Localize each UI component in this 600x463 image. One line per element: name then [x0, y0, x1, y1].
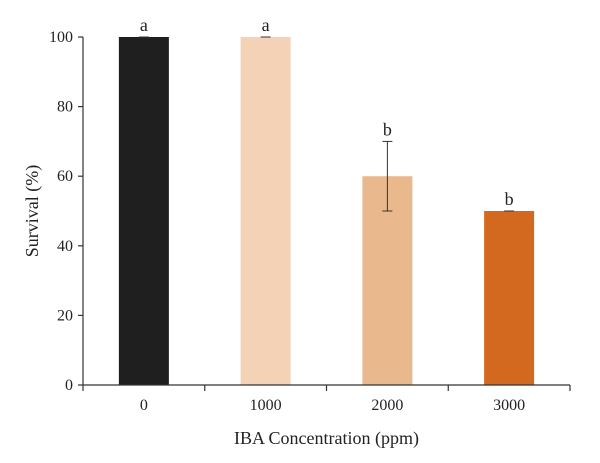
- x-tick-label: 0: [140, 397, 148, 414]
- bar-1000: [240, 37, 291, 385]
- significance-letter: b: [505, 189, 514, 209]
- x-ticks-group: 0 1000 2000 3000: [82, 385, 571, 414]
- significance-letter: a: [262, 15, 270, 35]
- y-tick-label: 100: [49, 29, 73, 46]
- bar-0: [118, 37, 169, 385]
- significance-letters-group: a a b b: [140, 15, 514, 209]
- y-ticks-group: 0 20 40 60 80 100: [49, 29, 83, 394]
- y-tick-label: 60: [57, 168, 73, 185]
- x-axis-title: IBA Concentration (ppm): [234, 428, 419, 449]
- y-axis-title: Survival (%): [22, 165, 43, 257]
- bar-3000: [484, 211, 535, 385]
- error-bar-2000: [382, 140, 393, 212]
- x-tick-label: 2000: [371, 397, 403, 414]
- y-tick-label: 20: [57, 307, 73, 324]
- y-tick-label: 40: [57, 238, 73, 255]
- error-bars-group: [138, 36, 515, 212]
- x-tick-label: 1000: [250, 397, 282, 414]
- bars-group: [118, 37, 535, 385]
- x-tick-label: 3000: [493, 397, 525, 414]
- significance-letter: a: [140, 15, 148, 35]
- y-tick-label: 80: [57, 99, 73, 116]
- y-tick-label: 0: [65, 377, 73, 394]
- significance-letter: b: [383, 119, 392, 139]
